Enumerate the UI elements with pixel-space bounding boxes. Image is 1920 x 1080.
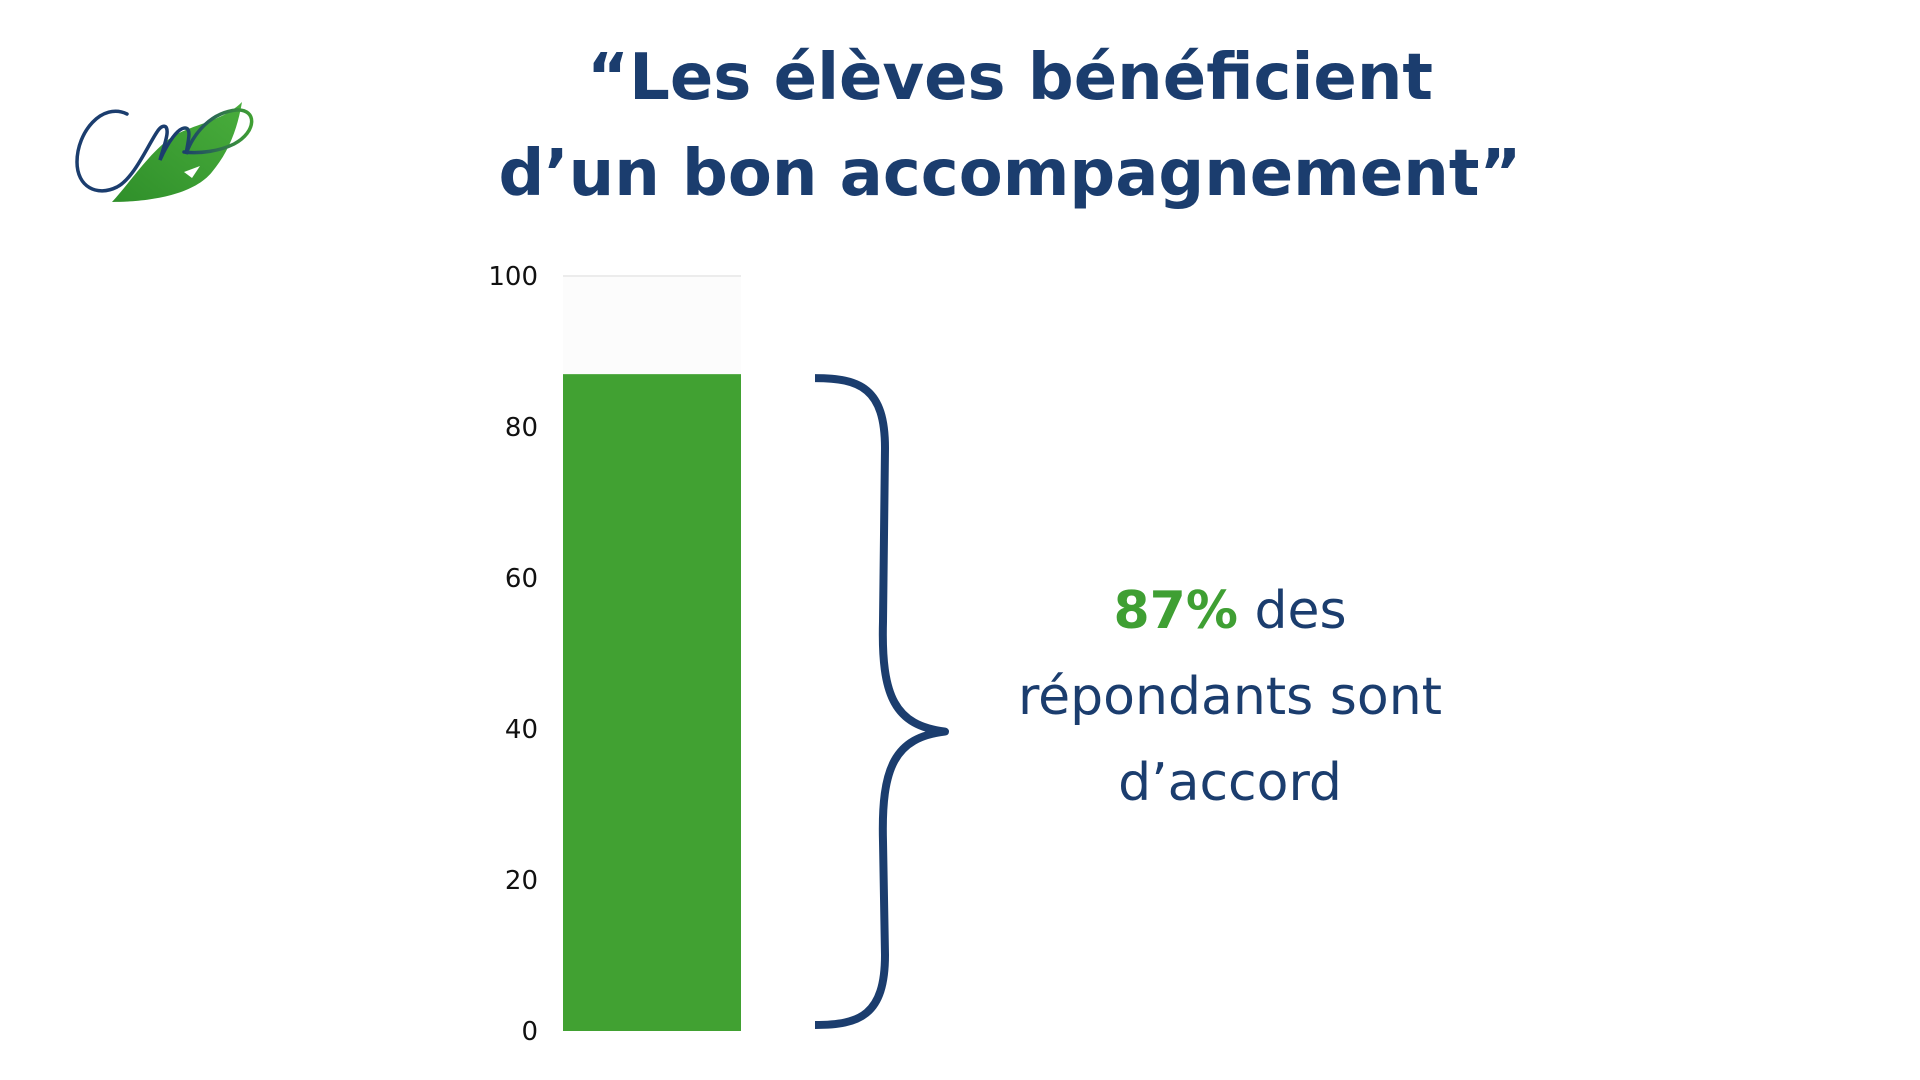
bar-value — [563, 374, 741, 1031]
y-tick-label: 20 — [505, 866, 538, 896]
y-tick-label: 40 — [505, 715, 538, 745]
y-axis: 0 20 40 60 80 100 — [488, 262, 538, 1047]
title-line-2: d’un bon accompagnement” — [498, 137, 1522, 211]
callout-percent: 87% — [1113, 581, 1238, 641]
y-tick-label: 0 — [521, 1017, 538, 1047]
percentage-callout: 87% des répondants sont d’accord — [975, 568, 1485, 826]
title-line-1: “Les élèves bénéficient — [587, 41, 1433, 115]
leaf-monogram-logo — [75, 102, 254, 202]
bar-remainder — [563, 276, 741, 375]
curly-brace — [814, 374, 949, 1029]
page-title: “Les élèves bénéficient d’un bon accompa… — [460, 30, 1560, 222]
script-stroke — [75, 108, 254, 193]
callout-line-3: d’accord — [1118, 753, 1342, 813]
y-tick-label: 60 — [505, 564, 538, 594]
callout-line-1-rest: des — [1237, 581, 1347, 641]
y-tick-label: 100 — [488, 262, 538, 292]
leaf-shape — [112, 102, 242, 202]
callout-line-2: répondants sont — [1017, 667, 1443, 727]
callout-line-1: 87% des — [975, 568, 1485, 654]
y-tick-label: 80 — [505, 413, 538, 443]
